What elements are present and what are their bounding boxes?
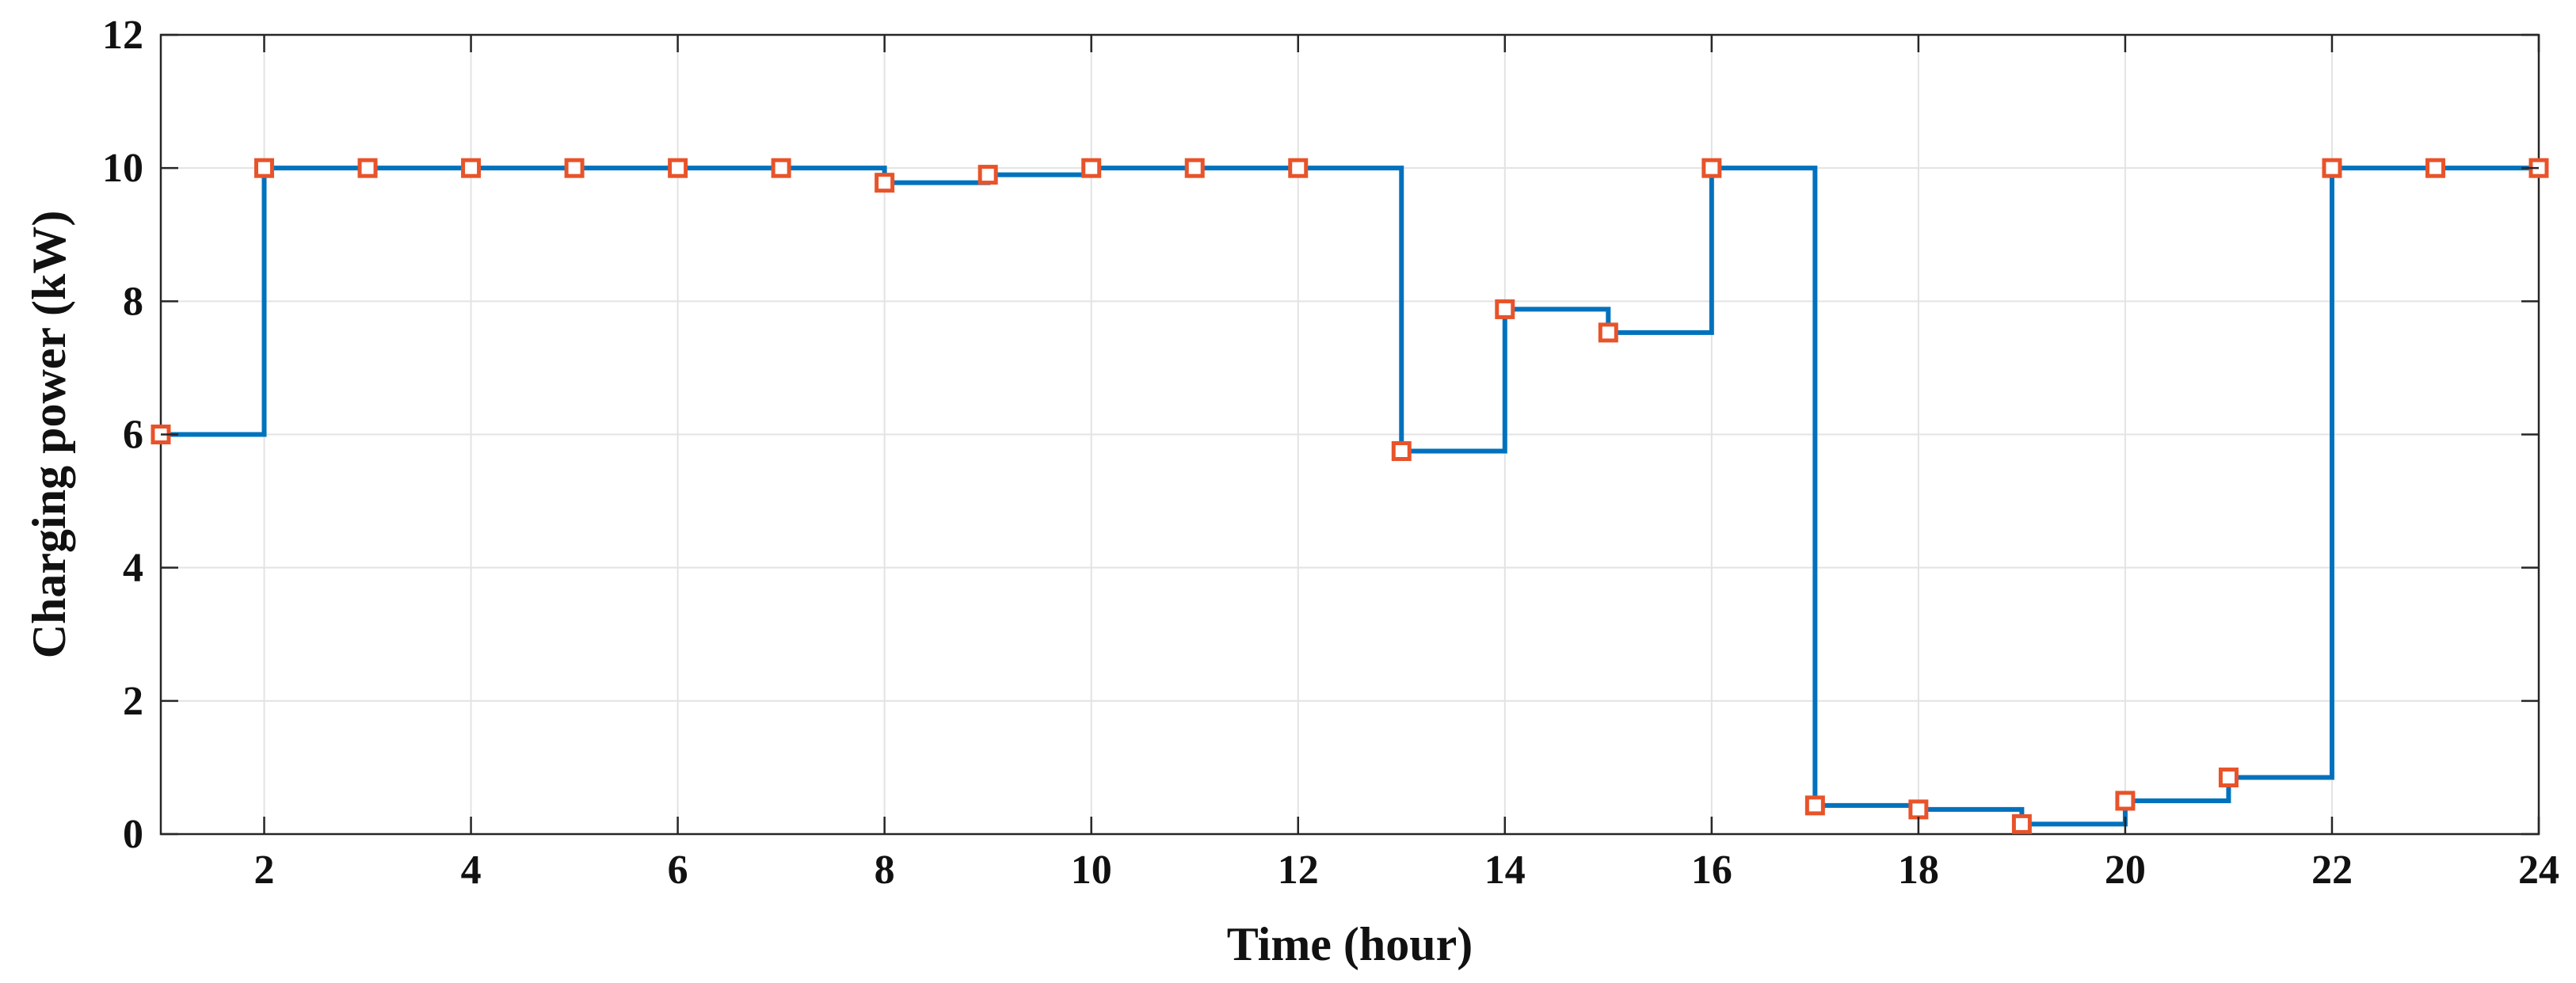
data-point-marker [2218, 768, 2239, 788]
x-axis-label: Time (hour) [1227, 918, 1473, 970]
x-tick-label: 18 [1898, 848, 1939, 893]
x-axis-ticks: 2 4 6 8 10 12 14 16 18 20 22 24 [254, 35, 2559, 893]
data-point-marker [461, 158, 482, 178]
x-tick-label: 2 [254, 848, 275, 893]
data-point-marker [254, 158, 275, 178]
data-point-marker [977, 165, 998, 185]
y-tick-label: 6 [123, 413, 143, 458]
data-point-marker [1081, 158, 1102, 178]
grid-lines [161, 34, 2540, 835]
data-point-marker [1495, 299, 1515, 319]
y-tick-label: 2 [123, 679, 143, 724]
data-point-marker [1701, 158, 1722, 178]
x-tick-label: 14 [1484, 848, 1526, 893]
y-tick-label: 10 [102, 146, 143, 191]
x-tick-label: 12 [1278, 848, 1319, 893]
y-tick-label: 0 [123, 812, 143, 857]
data-point-marker [2322, 158, 2342, 178]
x-tick-label: 20 [2105, 848, 2146, 893]
data-point-marker [564, 158, 585, 178]
data-point-marker [1288, 158, 1309, 178]
x-tick-label: 24 [2518, 848, 2559, 893]
data-point-marker [2425, 158, 2445, 178]
series-line [161, 166, 2539, 827]
x-tick-label: 22 [2311, 848, 2353, 893]
data-point-marker [1598, 322, 1618, 343]
x-tick-label: 10 [1071, 848, 1112, 893]
x-tick-label: 16 [1691, 848, 1732, 893]
y-tick-label: 4 [123, 546, 143, 591]
data-point-marker [1804, 795, 1825, 816]
data-point-marker [1391, 441, 1412, 462]
y-axis-label: Charging power (kW) [23, 211, 75, 659]
data-point-marker [1908, 799, 1929, 820]
x-tick-label: 6 [668, 848, 688, 893]
data-point-marker [771, 158, 791, 178]
data-point-marker [357, 158, 378, 178]
y-tick-label: 8 [123, 279, 143, 324]
data-point-marker [2115, 791, 2136, 811]
data-point-marker [875, 173, 895, 193]
y-tick-label: 12 [102, 13, 143, 58]
marker-layer [151, 158, 2549, 834]
x-tick-label: 4 [461, 848, 482, 893]
series-layer [161, 166, 2539, 827]
x-tick-label: 8 [875, 848, 895, 893]
y-axis-ticks: 0 2 4 6 8 10 12 [102, 13, 2539, 857]
data-point-marker [1184, 158, 1205, 178]
data-point-marker [668, 158, 688, 178]
data-point-marker [2011, 813, 2032, 834]
